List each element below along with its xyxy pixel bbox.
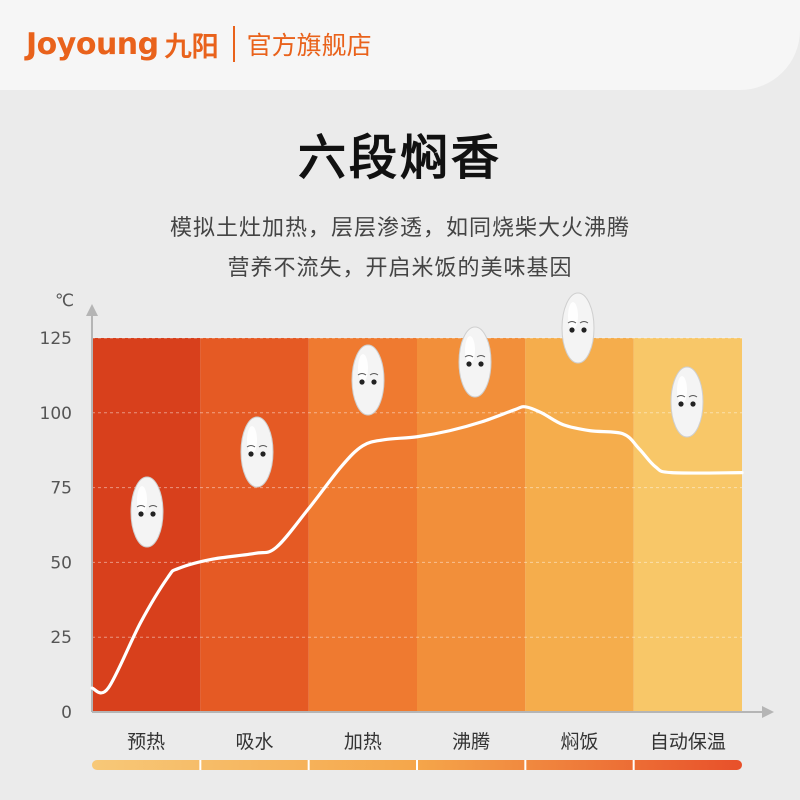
temperature-chart: ℃ 0 25 50 75 100 125 预热 吸水 加热 沸腾 焖饭 自动保温 [40, 291, 774, 770]
rice-grain-brow [246, 445, 268, 448]
rice-grain-eye [260, 451, 266, 457]
rice-grain-body [670, 366, 704, 438]
rice-grain-brow [676, 395, 698, 398]
x-axis-arrow-icon [762, 706, 774, 718]
subtitle-line-2: 营养不流失，开启米饭的美味基因 [227, 256, 573, 281]
rice-grain-icon [240, 416, 274, 488]
rice-grain-brow [464, 355, 486, 358]
rice-grain-body [458, 326, 492, 398]
y-unit-label: ℃ [55, 291, 74, 311]
stage-band-2 [200, 338, 309, 712]
brand-name-cn: 九阳 [164, 31, 219, 63]
rice-grain-eye [248, 451, 254, 457]
y-tick-label: 0 [61, 703, 72, 723]
x-category-label: 焖饭 [560, 731, 598, 753]
x-category-label: 加热 [344, 731, 382, 753]
rice-grain-eye [150, 511, 156, 517]
rice-grain-icon [351, 344, 385, 416]
rice-grain-shine [677, 376, 687, 404]
stage-band-5 [525, 338, 634, 712]
brand-logo: Joyoung [26, 26, 159, 62]
rice-grain-eye [690, 401, 696, 407]
rice-grain-eye [478, 361, 484, 367]
temperature-curve [90, 405, 744, 695]
rice-grain-body [561, 292, 595, 364]
y-tick-label: 100 [40, 404, 72, 424]
y-axis-arrow-icon [86, 304, 98, 316]
brand-logo-group[interactable]: Joyoung 九阳 官方旗舰店 [26, 20, 372, 68]
rice-grain-eye [569, 327, 575, 333]
brand-divider [232, 26, 235, 62]
y-tick-label: 125 [40, 329, 72, 349]
y-tick-label: 75 [50, 479, 72, 499]
rice-grain-shine [358, 354, 368, 382]
rice-grain-shine [247, 426, 257, 454]
subtitle-line-1: 模拟土灶加热，层层渗透，如同烧柴大火沸腾 [169, 216, 630, 241]
rice-grain-body [240, 416, 274, 488]
rice-grain-eye [359, 379, 365, 385]
stage-band-4 [417, 338, 526, 712]
store-label: 官方旗舰店 [246, 31, 372, 60]
rice-grain-eye [138, 511, 144, 517]
rice-grain-icon [458, 326, 492, 398]
y-tick-label: 50 [50, 553, 72, 573]
rice-grain-eye [678, 401, 684, 407]
rice-grain-brow [567, 321, 589, 324]
rice-grain-body [130, 476, 164, 548]
rice-grain-shine [137, 486, 147, 514]
rice-grain-icon [130, 476, 164, 548]
x-category-label: 自动保温 [650, 731, 726, 753]
rice-grain-eye [371, 379, 377, 385]
rice-grain-brow [136, 505, 158, 508]
rice-grain-brow [357, 373, 379, 376]
x-category-label: 沸腾 [452, 731, 490, 753]
rice-grain-icon [561, 292, 595, 364]
x-category-label: 吸水 [235, 731, 273, 753]
rice-grain-shine [465, 336, 475, 364]
page-headline: 六段焖香 [297, 130, 502, 186]
rice-grain-eye [466, 361, 472, 367]
rice-grain-eye [581, 327, 587, 333]
brand-header-bar: Joyoung 九阳 官方旗舰店 [0, 0, 800, 90]
x-category-label: 预热 [127, 731, 165, 753]
y-tick-label: 25 [50, 628, 72, 648]
rice-grain-icon [670, 366, 704, 438]
rice-grain-body [351, 344, 385, 416]
rice-grain-shine [568, 302, 578, 330]
